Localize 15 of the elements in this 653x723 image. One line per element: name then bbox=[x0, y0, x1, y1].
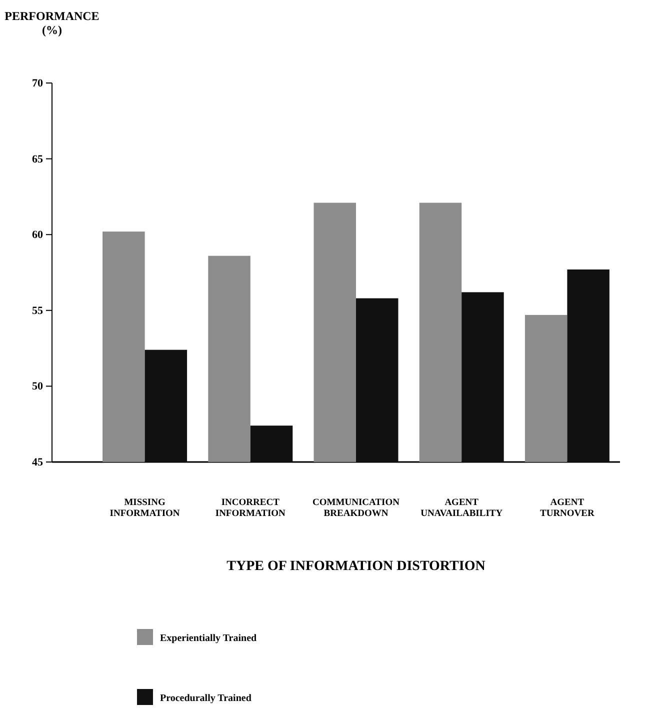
x-axis-title: TYPE OF INFORMATION DISTORTION bbox=[226, 559, 486, 574]
y-tick-label: 50 bbox=[32, 380, 44, 393]
x-tick-label: AGENT UNAVAILABILITY bbox=[420, 498, 503, 519]
y-tick-label: 60 bbox=[32, 229, 44, 242]
y-tick-label: 70 bbox=[32, 78, 44, 90]
y-tick-label: 45 bbox=[32, 456, 44, 469]
legend-label: Experientially Trained bbox=[160, 633, 258, 644]
x-tick-label: AGENT TURNOVER bbox=[540, 498, 595, 519]
x-tick-label: COMMUNICATION BREAKDOWN bbox=[312, 498, 400, 519]
y-axis-title: PERFORMANCE (%) bbox=[4, 9, 100, 37]
legend-label: Procedurally Trained bbox=[160, 693, 252, 704]
x-tick-label: INCORRECT INFORMATION bbox=[215, 498, 286, 519]
x-tick-label: MISSING INFORMATION bbox=[110, 498, 180, 519]
y-tick-label: 65 bbox=[32, 153, 44, 166]
y-tick-label: 55 bbox=[32, 304, 44, 317]
